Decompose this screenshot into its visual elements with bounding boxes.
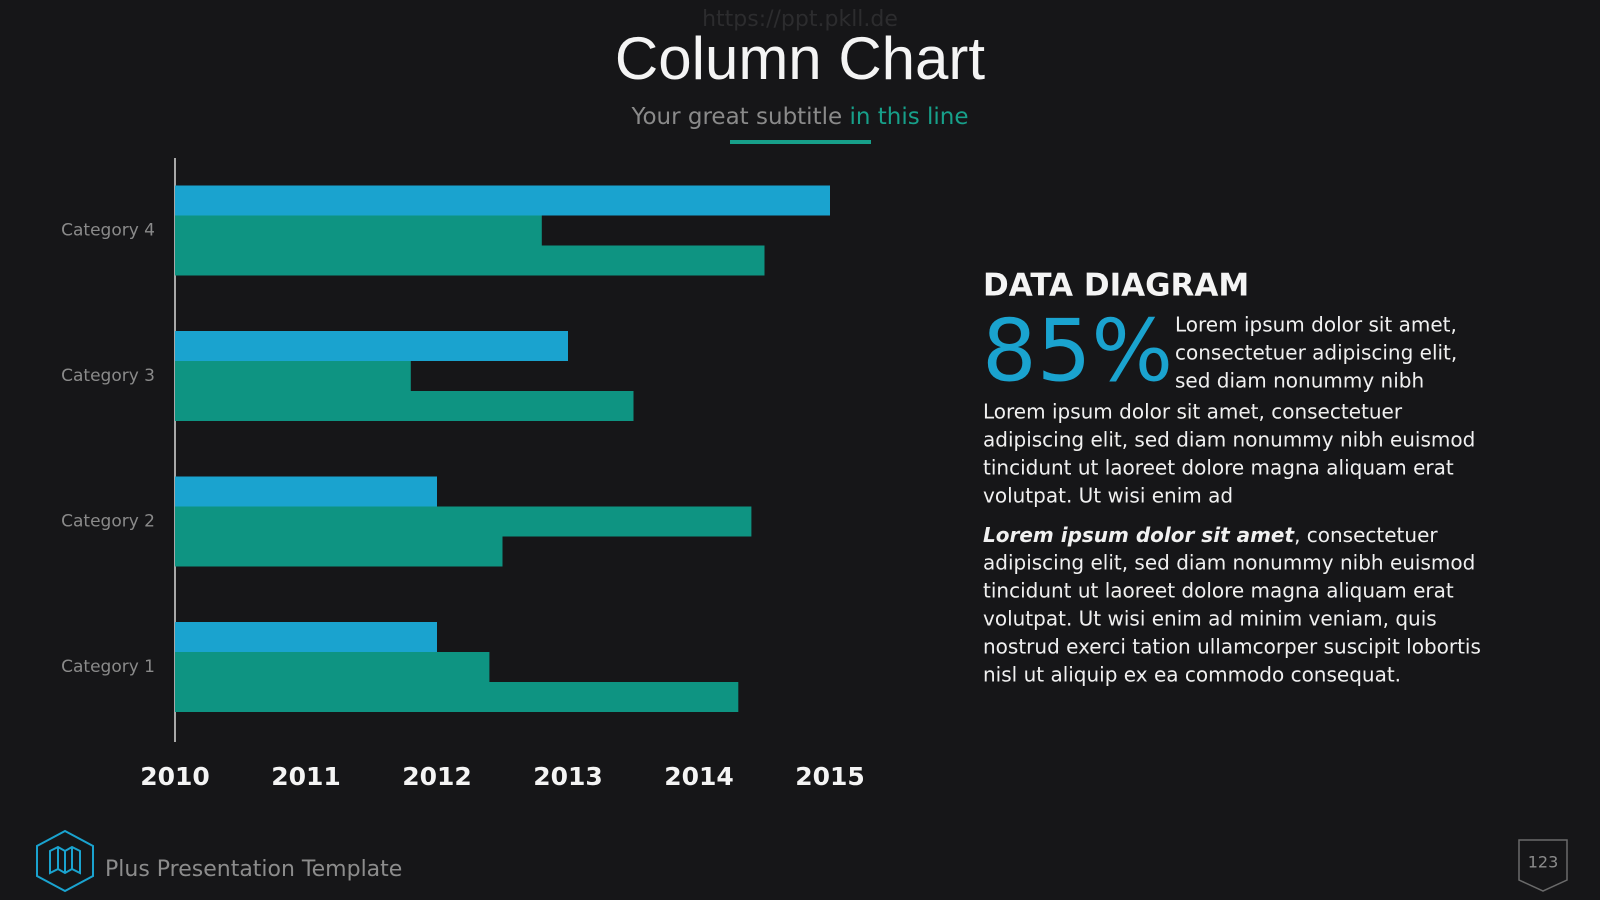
text-line: nisl ut aliquip ex ea commodo consequat. bbox=[983, 663, 1401, 687]
subtitle-underline bbox=[730, 140, 871, 144]
big-number: 85% bbox=[982, 301, 1173, 401]
bar bbox=[175, 361, 411, 391]
title: Column Chart bbox=[615, 25, 985, 92]
subtitle: Your great subtitle in this line bbox=[630, 104, 968, 130]
text-line: nostrud exerci tation ullamcorper suscip… bbox=[983, 635, 1481, 659]
bar bbox=[175, 391, 634, 421]
bar bbox=[175, 215, 542, 246]
text-line: tincidunt ut laoreet dolore magna aliqua… bbox=[983, 456, 1454, 480]
text-line: Lorem ipsum dolor sit amet, bbox=[1175, 313, 1457, 337]
text-line: Lorem ipsum dolor sit amet, consectetuer bbox=[983, 400, 1403, 424]
bar bbox=[175, 652, 490, 682]
x-tick-label: 2014 bbox=[664, 762, 734, 791]
text-line: adipiscing elit, sed diam nonummy nibh e… bbox=[983, 428, 1475, 452]
text-line: sed diam nonummy nibh bbox=[1175, 369, 1424, 393]
text-line: consectetuer adipiscing elit, bbox=[1175, 341, 1457, 365]
x-tick-label: 2013 bbox=[533, 762, 603, 791]
panel-heading: DATA DIAGRAM bbox=[983, 268, 1249, 304]
map-icon bbox=[49, 845, 81, 875]
category-label: Category 2 bbox=[61, 512, 155, 532]
footer-brand: Plus Presentation Template bbox=[105, 857, 402, 882]
page-number: 123 bbox=[1528, 853, 1559, 872]
page-badge bbox=[1518, 839, 1568, 892]
subtitle-accent: in this line bbox=[849, 104, 968, 130]
category-label: Category 3 bbox=[61, 366, 155, 386]
bar bbox=[175, 622, 437, 652]
category-label: Category 4 bbox=[61, 221, 155, 241]
text-line: volutpat. Ut wisi enim ad bbox=[983, 484, 1233, 508]
bar bbox=[175, 476, 437, 507]
bold-lead: Lorem ipsum dolor sit amet bbox=[983, 523, 1295, 547]
bar bbox=[175, 245, 765, 276]
text-line: volutpat. Ut wisi enim ad minim veniam, … bbox=[983, 607, 1437, 631]
x-tick-label: 2011 bbox=[271, 762, 341, 791]
text-line: tincidunt ut laoreet dolore magna aliqua… bbox=[983, 579, 1454, 603]
x-tick-label: 2010 bbox=[140, 762, 210, 791]
footer-icon bbox=[36, 829, 94, 893]
lead-rest: , consectetuer bbox=[1294, 523, 1438, 547]
subtitle-plain: Your great subtitle bbox=[630, 104, 842, 130]
bar bbox=[175, 536, 503, 567]
bar bbox=[175, 185, 830, 216]
category-label: Category 1 bbox=[61, 657, 155, 677]
bar bbox=[175, 506, 752, 537]
watermark: https://ppt.pkll.de bbox=[702, 7, 898, 32]
bar bbox=[175, 682, 739, 712]
paragraph2-lead: Lorem ipsum dolor sit amet, consectetuer bbox=[983, 523, 1438, 547]
x-tick-label: 2012 bbox=[402, 762, 472, 791]
x-tick-label: 2015 bbox=[795, 762, 865, 791]
hexagon bbox=[36, 829, 94, 893]
text-line: adipiscing elit, sed diam nonummy nibh e… bbox=[983, 551, 1475, 575]
bar bbox=[175, 331, 568, 361]
